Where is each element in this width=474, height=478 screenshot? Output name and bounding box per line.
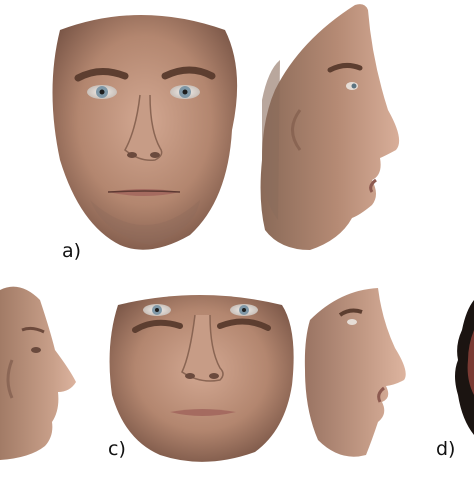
panel-a-profile-face <box>260 4 400 250</box>
head-eye <box>31 347 41 353</box>
left-brow <box>74 68 129 82</box>
c-nose <box>181 314 224 382</box>
panel-a-front-face <box>52 15 238 250</box>
profile-brow <box>327 62 363 73</box>
right-brow <box>161 66 216 80</box>
panel-c-front-face <box>109 295 294 462</box>
panel-d-head-partial <box>455 300 474 435</box>
panel-c-profile-face <box>304 288 406 457</box>
panel-label-c: c) <box>108 438 126 460</box>
panel-b-head-profile <box>0 286 76 460</box>
panel-label-a: a) <box>62 240 82 262</box>
nose <box>124 94 163 162</box>
c-profile-brow <box>338 308 363 317</box>
head-ear <box>6 359 14 399</box>
c-mouth <box>170 409 236 416</box>
c-profile-lips <box>377 386 385 403</box>
panel-label-d: d) <box>436 438 456 460</box>
c-right-brow <box>217 318 271 331</box>
c-profile-eye <box>347 319 357 325</box>
profile-lips <box>369 178 377 193</box>
c-left-brow <box>132 319 183 333</box>
